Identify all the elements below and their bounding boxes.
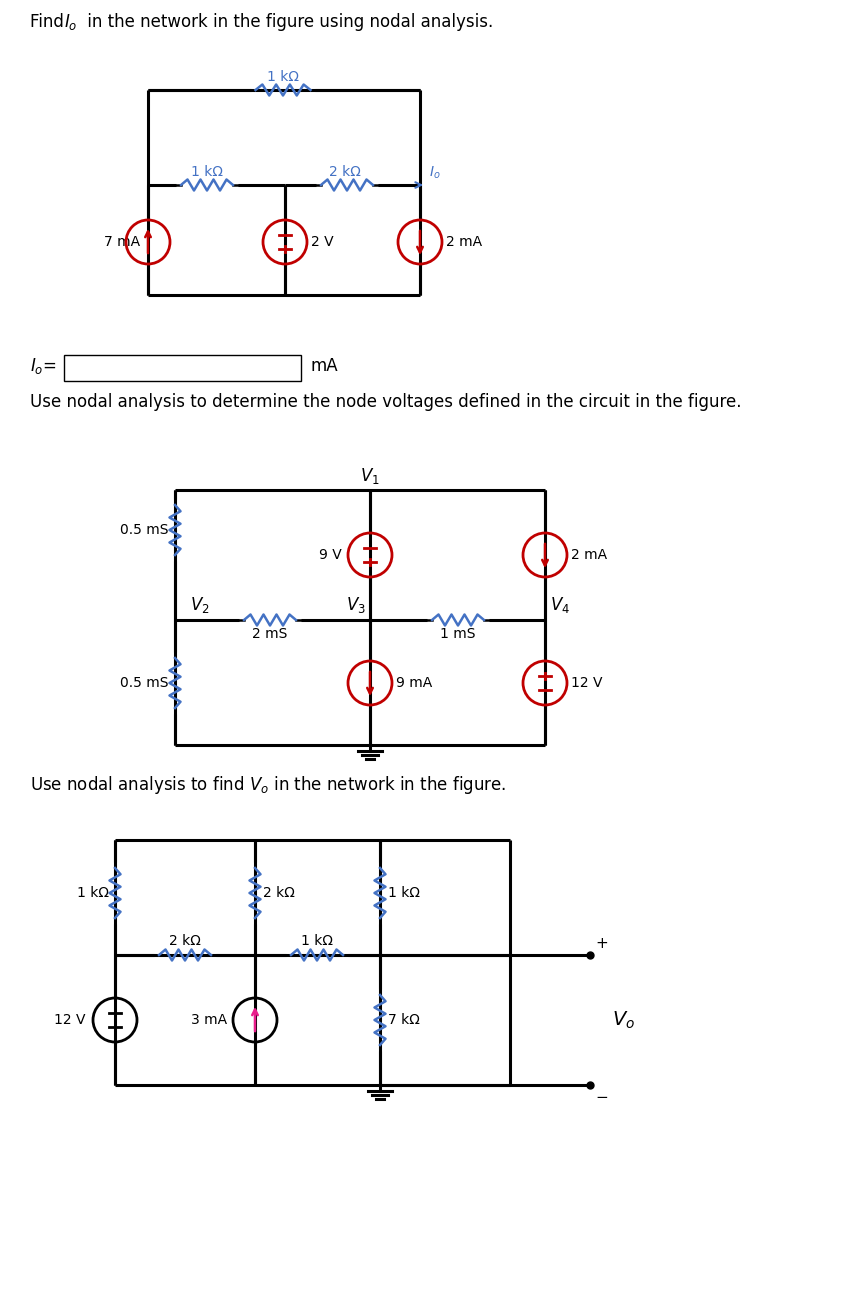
Text: $V_2$: $V_2$ [190, 595, 210, 615]
Text: 12 V: 12 V [571, 675, 603, 690]
Text: $V_1$: $V_1$ [360, 466, 380, 487]
Text: $V_3$: $V_3$ [346, 595, 366, 615]
Text: $I_o$: $I_o$ [64, 12, 77, 32]
Text: 1 kΩ: 1 kΩ [267, 70, 299, 84]
FancyBboxPatch shape [64, 355, 301, 380]
Text: 2 kΩ: 2 kΩ [169, 934, 201, 949]
Text: mA: mA [310, 357, 338, 375]
Text: Find: Find [30, 13, 69, 31]
Text: in the network in the figure using nodal analysis.: in the network in the figure using nodal… [82, 13, 493, 31]
Text: 0.5 mS: 0.5 mS [120, 675, 169, 690]
Text: $I_o$: $I_o$ [429, 164, 440, 181]
Text: Use nodal analysis to find $V_o$ in the network in the figure.: Use nodal analysis to find $V_o$ in the … [30, 774, 506, 796]
Text: 9 mA: 9 mA [396, 675, 432, 690]
Text: 12 V: 12 V [54, 1013, 85, 1027]
Text: 1 kΩ: 1 kΩ [301, 934, 333, 949]
Text: 2 mS: 2 mS [253, 628, 288, 641]
Text: 7 kΩ: 7 kΩ [388, 1013, 420, 1027]
Text: 3 mA: 3 mA [191, 1013, 227, 1027]
Text: 1 kΩ: 1 kΩ [191, 166, 223, 179]
Text: $I_o$=: $I_o$= [30, 356, 56, 377]
Text: +: + [595, 936, 609, 951]
Text: 2 mA: 2 mA [571, 547, 607, 562]
Text: −: − [595, 1090, 609, 1105]
Text: $V_4$: $V_4$ [550, 595, 570, 615]
Text: 2 kΩ: 2 kΩ [263, 886, 295, 901]
Text: $V_o$: $V_o$ [612, 1009, 635, 1030]
Text: 2 V: 2 V [311, 236, 333, 248]
Text: Use nodal analysis to determine the node voltages defined in the circuit in the : Use nodal analysis to determine the node… [30, 393, 742, 411]
Text: 1 mS: 1 mS [440, 628, 476, 641]
Text: 7 mA: 7 mA [104, 236, 140, 248]
Text: 1 kΩ: 1 kΩ [388, 886, 420, 901]
Text: 9 V: 9 V [319, 547, 342, 562]
Text: 0.5 mS: 0.5 mS [120, 523, 169, 537]
Text: 2 mA: 2 mA [446, 236, 482, 248]
Text: 2 kΩ: 2 kΩ [329, 166, 361, 179]
Text: 1 kΩ: 1 kΩ [77, 886, 109, 901]
